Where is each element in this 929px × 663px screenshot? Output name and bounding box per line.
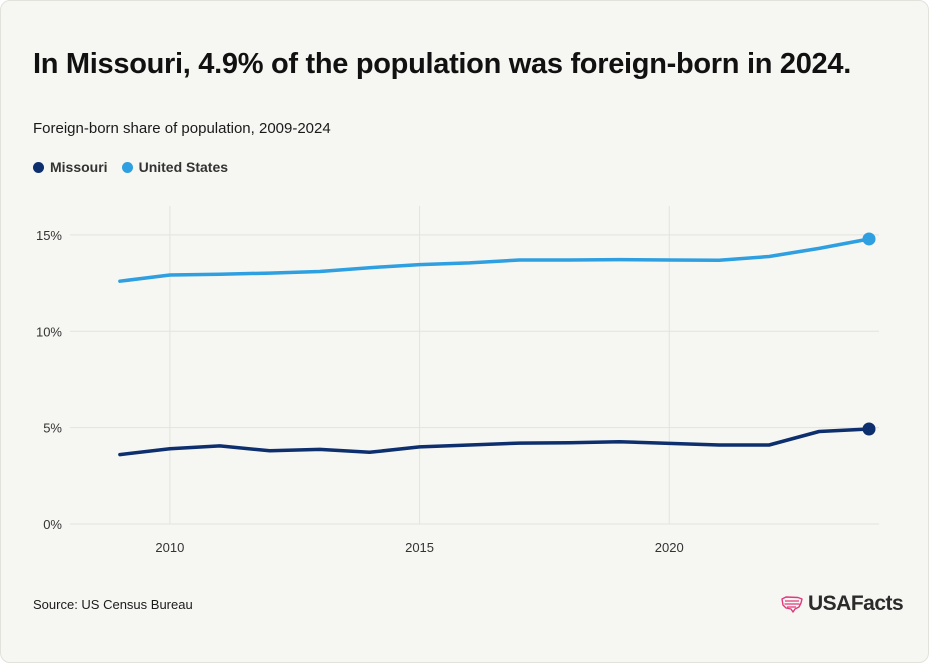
legend-label-united-states: United States (138, 159, 229, 175)
legend-label-missouri: Missouri (50, 159, 108, 175)
chart-subtitle: Foreign-born share of population, 2009-2… (33, 120, 331, 137)
legend-item-missouri: Missouri (33, 159, 108, 175)
end-marker-missouri (862, 422, 876, 436)
series-line-united-states (118, 237, 871, 283)
usa-map-icon (781, 596, 803, 613)
x-tick-label: 2015 (405, 540, 434, 555)
y-tick-label: 15% (36, 228, 62, 243)
series-line-missouri (118, 427, 871, 457)
y-tick-label: 5% (43, 421, 62, 436)
chart-title: In Missouri, 4.9% of the population was … (33, 48, 851, 80)
end-marker-united-states (862, 232, 876, 246)
y-tick-label: 0% (43, 517, 62, 532)
legend-item-united-states: United States (121, 159, 229, 175)
logo-text: USAFacts (808, 592, 904, 615)
y-tick-label: 10% (36, 324, 62, 339)
legend-swatch-missouri (33, 161, 44, 173)
source-note: Source: US Census Bureau (33, 597, 193, 612)
legend: Missouri United States (33, 159, 228, 175)
legend-swatch-united-states (121, 161, 133, 173)
usafacts-logo: USAFacts (780, 592, 904, 616)
x-tick-label: 2010 (155, 540, 184, 555)
x-tick-label: 2020 (655, 540, 684, 555)
